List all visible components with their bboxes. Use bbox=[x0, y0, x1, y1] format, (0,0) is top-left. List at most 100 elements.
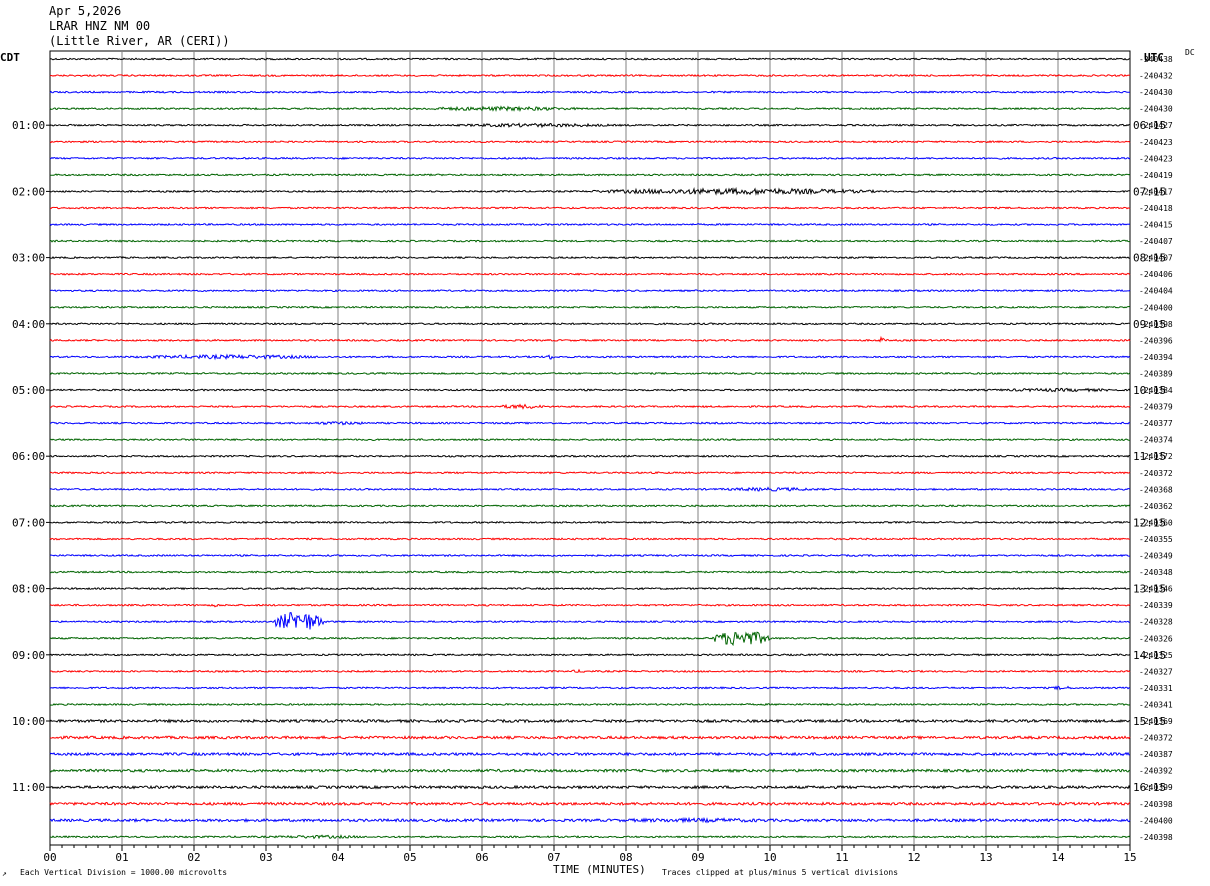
corner-mark-icon: ↗ bbox=[2, 869, 7, 878]
dc-offset-label: -240339 bbox=[1139, 601, 1173, 610]
x-tick-label: 06 bbox=[475, 851, 488, 864]
seismic-trace bbox=[49, 631, 1131, 647]
seismic-trace bbox=[49, 387, 1131, 393]
seismic-trace bbox=[49, 206, 1131, 210]
left-hour-label: 02:00 bbox=[12, 185, 45, 198]
dc-offset-label: -240384 bbox=[1139, 386, 1173, 395]
right-hour-label: 07:15 bbox=[1133, 185, 1166, 198]
x-tick-label: 13 bbox=[979, 851, 992, 864]
scale-note: Each Vertical Division = 1000.00 microvo… bbox=[20, 868, 228, 877]
seismic-trace bbox=[49, 173, 1131, 177]
seismic-trace bbox=[49, 504, 1131, 508]
right-hour-label: 10:15 bbox=[1133, 384, 1166, 397]
dc-offset-label: -240389 bbox=[1139, 369, 1173, 378]
dc-offset-label: -240415 bbox=[1139, 221, 1173, 230]
dc-offset-label: -240399 bbox=[1139, 783, 1173, 792]
left-hour-label: 01:00 bbox=[12, 119, 45, 132]
dc-offset-label: -240396 bbox=[1139, 336, 1173, 345]
left-hour-label: 10:00 bbox=[12, 715, 45, 728]
seismic-trace bbox=[49, 570, 1131, 574]
dc-offset-label: -240438 bbox=[1139, 55, 1173, 64]
x-tick-label: 12 bbox=[907, 851, 920, 864]
right-hour-label: 16:15 bbox=[1133, 781, 1166, 794]
right-hour-label: 08:15 bbox=[1133, 252, 1166, 265]
dc-offset-label: -240374 bbox=[1139, 436, 1173, 445]
dc-offset-label: -240427 bbox=[1139, 121, 1173, 130]
seismic-trace bbox=[49, 90, 1131, 94]
left-hour-label: 04:00 bbox=[12, 318, 45, 331]
header-date: Apr 5,2026 bbox=[49, 4, 122, 18]
dc-offset-label: -240394 bbox=[1139, 353, 1173, 362]
seismic-trace bbox=[49, 553, 1131, 558]
seismic-trace bbox=[49, 140, 1131, 144]
seismic-trace bbox=[49, 603, 1131, 608]
dc-offset-label: -240392 bbox=[1139, 767, 1173, 776]
dc-offset-label: -240417 bbox=[1139, 187, 1173, 196]
seismic-trace bbox=[49, 668, 1131, 673]
dc-offset-label: -240423 bbox=[1139, 138, 1173, 147]
dc-offset-label: -240368 bbox=[1139, 485, 1173, 494]
left-hour-label: 03:00 bbox=[12, 252, 45, 265]
dc-offset-label: -240348 bbox=[1139, 568, 1173, 577]
x-tick-label: 03 bbox=[259, 851, 272, 864]
right-hour-label: 09:15 bbox=[1133, 318, 1166, 331]
right-hour-label: 15:15 bbox=[1133, 715, 1166, 728]
seismic-trace bbox=[49, 239, 1131, 243]
seismic-trace bbox=[49, 272, 1131, 276]
dc-offset-label: -240328 bbox=[1139, 618, 1173, 627]
header-location: (Little River, AR (CERI)) bbox=[49, 34, 230, 48]
right-timezone-label: UTC bbox=[1144, 51, 1164, 64]
dc-offset-label: -240372 bbox=[1139, 469, 1173, 478]
left-timezone-label: CDT bbox=[0, 51, 20, 64]
dc-offset-label: -240327 bbox=[1139, 667, 1173, 676]
dc-offset-label: -240377 bbox=[1139, 419, 1173, 428]
seismic-trace bbox=[49, 73, 1131, 78]
x-tick-label: 01 bbox=[115, 851, 128, 864]
seismic-trace bbox=[49, 353, 1131, 361]
left-hour-label: 07:00 bbox=[12, 516, 45, 529]
x-tick-label: 08 bbox=[619, 851, 632, 864]
seismic-trace bbox=[49, 685, 1131, 691]
dc-offset-label: -240407 bbox=[1139, 237, 1173, 246]
seismic-trace bbox=[49, 371, 1131, 376]
dc-offset-label: -240355 bbox=[1139, 535, 1173, 544]
x-tick-label: 09 bbox=[691, 851, 704, 864]
seismic-trace bbox=[49, 454, 1131, 458]
plot-frame bbox=[49, 50, 1131, 846]
dc-offset-label: -240406 bbox=[1139, 270, 1173, 279]
dc-offset-label: -240325 bbox=[1139, 651, 1173, 660]
x-tick-label: 15 bbox=[1123, 851, 1136, 864]
seismic-trace bbox=[49, 403, 1131, 410]
dc-offset-label: -240423 bbox=[1139, 154, 1173, 163]
right-hour-label: 06:15 bbox=[1133, 119, 1166, 132]
dc-offset-label: -240398 bbox=[1139, 833, 1173, 842]
dc-offset-label: -240326 bbox=[1139, 634, 1173, 643]
dc-offset-label: -240400 bbox=[1139, 816, 1173, 825]
left-hour-label: 05:00 bbox=[12, 384, 45, 397]
seismic-trace bbox=[49, 471, 1131, 475]
x-tick-label: 04 bbox=[331, 851, 345, 864]
seismic-trace bbox=[49, 751, 1131, 757]
dc-offset-label: -240419 bbox=[1139, 171, 1173, 180]
dc-offset-label: -240430 bbox=[1139, 105, 1173, 114]
right-hour-label: 12:15 bbox=[1133, 516, 1166, 529]
seismic-trace bbox=[49, 122, 1131, 129]
seismic-trace bbox=[49, 438, 1131, 442]
x-tick-label: 00 bbox=[43, 851, 56, 864]
right-hour-label: 14:15 bbox=[1133, 649, 1166, 662]
seismic-trace bbox=[49, 305, 1131, 309]
seismic-trace bbox=[49, 255, 1131, 260]
seismic-trace bbox=[49, 57, 1131, 61]
seismic-trace bbox=[49, 486, 1131, 492]
seismic-trace bbox=[49, 653, 1131, 657]
seismic-trace bbox=[49, 421, 1131, 426]
left-hour-label: 08:00 bbox=[12, 583, 45, 596]
dc-offset-label: -240331 bbox=[1139, 684, 1173, 693]
seismic-trace bbox=[49, 735, 1131, 741]
seismic-trace bbox=[49, 105, 1131, 113]
seismic-trace bbox=[49, 156, 1131, 160]
dc-offset-label: -240387 bbox=[1139, 750, 1173, 759]
dc-offset-label: -240372 bbox=[1139, 734, 1173, 743]
dc-offset-label: -240349 bbox=[1139, 552, 1173, 561]
